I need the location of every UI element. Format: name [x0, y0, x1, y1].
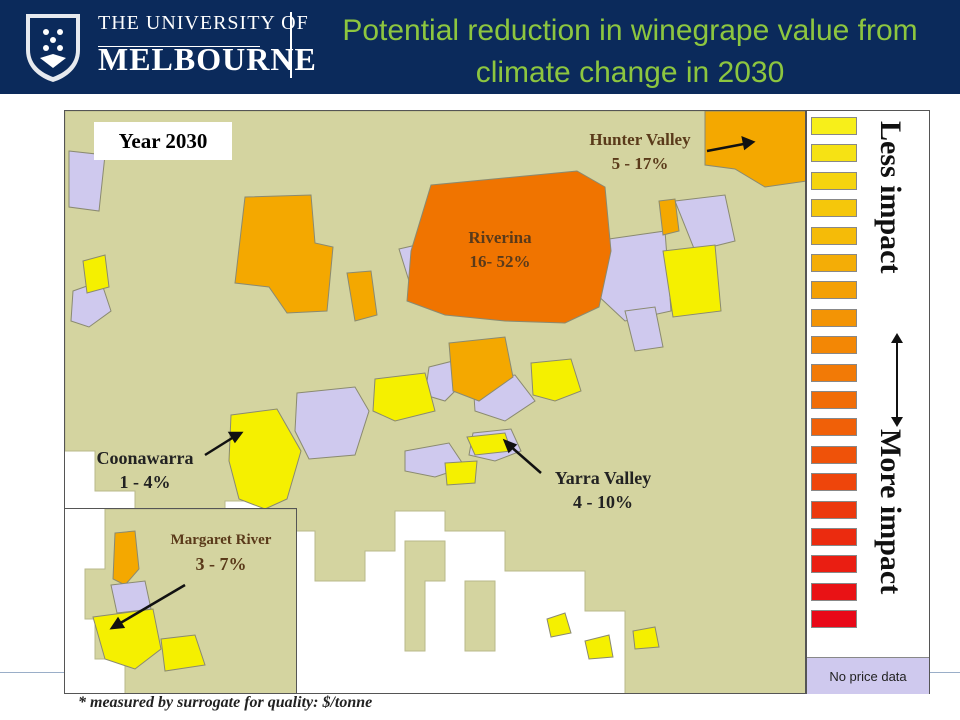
inset-pointer-arrow — [109, 583, 186, 630]
legend-swatch — [811, 254, 857, 272]
region-map — [65, 111, 805, 693]
legend-swatch — [811, 582, 857, 601]
land-islands — [404, 540, 496, 652]
legend-swatch — [811, 473, 857, 492]
university-crest-icon — [26, 14, 80, 82]
pointer-arrows — [204, 135, 756, 474]
title-line-2: climate change in 2030 — [475, 56, 785, 89]
legend-swatch — [811, 199, 857, 218]
hunter-valley-name: Hunter Valley — [589, 130, 691, 149]
title-line-1: Potential reduction in winegrape value f… — [342, 14, 918, 47]
legend-swatch — [811, 144, 857, 163]
margaret-river-name: Margaret River — [170, 532, 272, 548]
low-impact-regions — [82, 244, 722, 660]
hunter-valley-range: 5 - 17% — [611, 154, 669, 173]
logo-line-2: MELBOURNE — [98, 41, 317, 77]
riverina-label: Riverina 16- 52% — [430, 226, 570, 274]
less-impact-label: Less impact — [874, 121, 907, 274]
legend-swatch — [811, 117, 857, 135]
coonawarra-name: Coonawarra — [96, 448, 194, 468]
riverina-name: Riverina — [468, 228, 532, 247]
coonawarra-range: 1 - 4% — [119, 472, 171, 492]
legend-swatch — [811, 226, 857, 245]
header-divider — [290, 12, 292, 78]
riverina-region — [406, 170, 612, 324]
margaret-river-label: Margaret River 3 - 7% — [146, 528, 296, 576]
footnote: * measured by surrogate for quality: $/t… — [78, 694, 373, 711]
legend-swatch — [811, 528, 857, 546]
logo-line-1: THE UNIVERSITY OF — [98, 12, 309, 34]
yarra-valley-range: 4 - 10% — [573, 492, 633, 512]
impact-direction-arrow-icon — [891, 333, 903, 427]
logo-rule — [98, 46, 260, 47]
legend-swatch — [811, 281, 857, 300]
university-logo: THE UNIVERSITY OF MELBOURNE — [98, 12, 317, 78]
legend-swatch — [811, 555, 857, 574]
yarra-valley-label: Yarra Valley 4 - 10% — [528, 466, 678, 514]
inset-map-panel — [64, 508, 297, 694]
legend-swatch — [811, 363, 857, 382]
legend-swatch — [811, 445, 857, 464]
legend-swatch — [811, 308, 857, 327]
yarra-valley-name: Yarra Valley — [554, 468, 652, 488]
legend-swatch — [811, 171, 857, 190]
year-label: Year 2030 — [94, 122, 232, 160]
coonawarra-label: Coonawarra 1 - 4% — [70, 446, 220, 494]
legend-swatch — [811, 610, 857, 629]
margaret-river-range: 3 - 7% — [195, 554, 247, 574]
riverina-range: 16- 52% — [469, 252, 531, 271]
inset-region-map — [84, 509, 296, 693]
more-impact-label: More impact — [874, 429, 907, 595]
impact-legend: Less impact More impact No price data — [806, 110, 930, 694]
no-price-regions — [68, 150, 736, 478]
legend-swatch — [811, 418, 857, 437]
page-title: Potential reduction in winegrape value f… — [300, 10, 960, 94]
no-price-data-swatch: No price data — [807, 657, 929, 694]
legend-swatch — [811, 336, 857, 355]
legend-swatch — [811, 391, 857, 409]
mid-impact-regions — [234, 111, 805, 402]
hunter-valley-label: Hunter Valley 5 - 17% — [560, 128, 720, 176]
legend-swatch — [811, 500, 857, 519]
header-bar: THE UNIVERSITY OF MELBOURNE Potential re… — [0, 0, 960, 94]
